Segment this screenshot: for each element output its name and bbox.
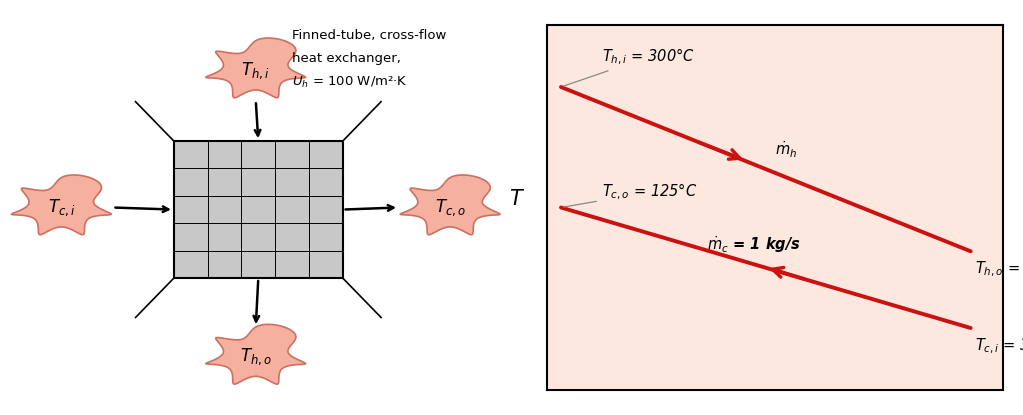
Polygon shape	[11, 175, 112, 235]
Text: $T_{h,i}$ = 300°C: $T_{h,i}$ = 300°C	[564, 47, 695, 86]
Text: $T_{c,o}$ = 125°C: $T_{c,o}$ = 125°C	[564, 182, 698, 207]
Polygon shape	[206, 325, 306, 384]
Polygon shape	[400, 175, 500, 235]
Text: $T_{c,i}$: $T_{c,i}$	[47, 197, 76, 218]
Text: $T$: $T$	[508, 189, 525, 209]
Text: heat exchanger,: heat exchanger,	[292, 52, 400, 65]
Text: $\dot{m}_c$ = 1 kg/s: $\dot{m}_c$ = 1 kg/s	[707, 234, 801, 255]
Text: $T_{c,o}$: $T_{c,o}$	[435, 197, 465, 218]
Text: $\dot{m}_h$: $\dot{m}_h$	[775, 139, 797, 160]
Text: $T_{h,i}$: $T_{h,i}$	[241, 60, 270, 81]
Bar	[174, 141, 343, 278]
Text: $T_{h,o}$ = 100°C: $T_{h,o}$ = 100°C	[975, 259, 1023, 279]
Text: $U_h$ = 100 W/m²·K: $U_h$ = 100 W/m²·K	[292, 75, 407, 90]
Text: Finned-tube, cross-flow: Finned-tube, cross-flow	[292, 29, 446, 42]
Text: $T_{h,o}$: $T_{h,o}$	[239, 347, 272, 367]
Text: $T_{c,i}$ = 35°C: $T_{c,i}$ = 35°C	[975, 335, 1023, 356]
Polygon shape	[206, 38, 306, 98]
